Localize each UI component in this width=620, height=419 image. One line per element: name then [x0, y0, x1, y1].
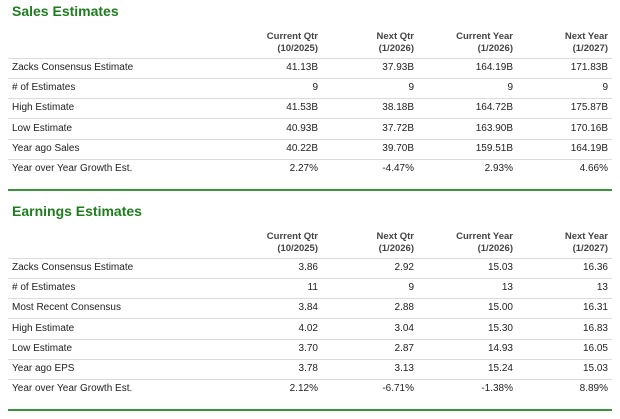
cell-value: 159.51B: [475, 142, 513, 154]
row-label: Zacks Consensus Estimate: [12, 262, 134, 273]
section-rule: [8, 189, 612, 191]
column-period: (10/2025): [277, 43, 318, 54]
cell-value: 9: [507, 82, 513, 94]
column-header: Next Qtr: [376, 231, 414, 242]
cell-value: 2.27%: [289, 163, 318, 174]
cell-value: 2.87: [394, 342, 414, 354]
cell-value: -6.71%: [382, 383, 414, 395]
column-header: Current Year: [456, 31, 513, 42]
column-period: (1/2026): [378, 43, 414, 54]
cell-value: 163.90B: [475, 122, 513, 134]
row-separator: [8, 138, 612, 140]
row-separator: [8, 98, 612, 100]
cell-value: 9: [312, 82, 318, 94]
cell-value: 3.13: [394, 363, 414, 374]
row-separator: [8, 278, 612, 279]
column-header: Current Year: [456, 231, 513, 242]
cell-value: 171.83B: [570, 62, 608, 73]
cell-value: 40.93B: [286, 122, 318, 134]
cell-value: 38.18B: [382, 102, 414, 114]
cell-value: 175.87B: [570, 102, 608, 114]
row-separator: [8, 78, 612, 79]
cell-value: 13: [501, 282, 513, 294]
cell-value: 2.12%: [289, 383, 318, 395]
cell-value: 8.89%: [579, 383, 608, 395]
cell-value: 15.00: [487, 302, 513, 314]
cell-value: 2.88: [394, 302, 414, 314]
column-header: Next Year: [564, 231, 608, 242]
cell-value: -1.38%: [481, 383, 513, 395]
cell-value: 2.92: [394, 262, 414, 273]
cell-value: 15.03: [487, 262, 513, 273]
row-separator: [8, 158, 612, 160]
column-header: Next Year: [564, 31, 608, 42]
cell-value: 11: [307, 282, 318, 294]
cell-value: 3.78: [298, 363, 318, 374]
cell-value: 3.04: [394, 322, 414, 334]
cell-value: 37.72B: [382, 122, 414, 134]
cell-value: 9: [408, 282, 414, 294]
row-separator: [8, 338, 612, 340]
cell-value: 41.13B: [286, 62, 318, 73]
column-header: Current Qtr: [266, 231, 318, 242]
column-period: (10/2025): [277, 243, 318, 254]
row-label: Year ago EPS: [12, 363, 75, 374]
column-period: (1/2026): [477, 243, 513, 254]
row-label: # of Estimates: [12, 282, 76, 294]
cell-value: 15.30: [487, 322, 513, 334]
table-border: [8, 258, 612, 259]
row-label: Low Estimate: [12, 342, 73, 354]
column-period: (1/2026): [477, 43, 513, 54]
row-separator: [8, 379, 612, 380]
cell-value: 39.70B: [382, 142, 414, 154]
cell-value: 164.72B: [475, 102, 513, 114]
row-label: High Estimate: [12, 102, 75, 114]
cell-value: 9: [408, 82, 414, 94]
cell-value: 40.22B: [286, 142, 318, 154]
row-label: Year over Year Growth Est.: [12, 163, 133, 174]
cell-value: 3.70: [298, 342, 318, 354]
row-separator: [8, 298, 612, 300]
cell-value: 3.84: [298, 302, 318, 314]
row-separator: [8, 118, 612, 120]
row-label: Year over Year Growth Est.: [12, 383, 133, 395]
cell-value: 16.36: [582, 262, 608, 273]
cell-value: 15.03: [582, 363, 608, 374]
row-label: High Estimate: [12, 322, 75, 334]
section-title: Sales Estimates: [12, 3, 119, 19]
row-label: Year ago Sales: [12, 142, 80, 154]
cell-value: 41.53B: [286, 102, 318, 114]
section-title: Earnings Estimates: [12, 203, 142, 219]
cell-value: 16.31: [582, 302, 608, 314]
cell-value: 16.83: [582, 322, 608, 334]
row-separator: [8, 318, 612, 320]
cell-value: 16.05: [582, 342, 608, 354]
cell-value: 4.66%: [579, 163, 608, 174]
cell-value: 164.19B: [570, 142, 608, 154]
cell-value: 15.24: [487, 363, 513, 374]
column-header: Current Qtr: [266, 31, 318, 42]
column-period: (1/2027): [572, 43, 608, 54]
section-rule: [8, 409, 612, 412]
cell-value: 170.16B: [570, 122, 608, 134]
cell-value: 2.93%: [484, 163, 513, 174]
column-period: (1/2026): [378, 243, 414, 254]
column-header: Next Qtr: [376, 31, 414, 42]
cell-value: 9: [602, 82, 608, 94]
row-label: Most Recent Consensus: [12, 302, 121, 314]
cell-value: 13: [596, 282, 608, 294]
row-separator: [8, 358, 612, 360]
column-period: (1/2027): [572, 243, 608, 254]
cell-value: 164.19B: [475, 62, 513, 73]
cell-value: 37.93B: [382, 62, 414, 73]
cell-value: -4.47%: [382, 163, 414, 174]
cell-value: 4.02: [298, 322, 318, 334]
row-label: Zacks Consensus Estimate: [12, 62, 134, 73]
row-label: # of Estimates: [12, 82, 76, 94]
cell-value: 14.93: [487, 342, 513, 354]
row-label: Low Estimate: [12, 122, 73, 134]
cell-value: 3.86: [298, 262, 318, 273]
table-border: [8, 58, 612, 59]
